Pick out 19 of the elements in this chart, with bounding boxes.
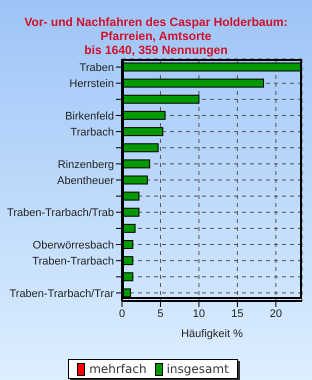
legend-label: mehrfach xyxy=(88,362,147,376)
y-tick-label: Traben-Trarbach/Trar xyxy=(9,288,114,300)
legend-label: insgesamt xyxy=(166,362,229,376)
y-tick-label: Herrstein xyxy=(69,78,114,90)
x-tick-label: 5 xyxy=(157,308,164,320)
y-tick-label: Traben xyxy=(80,62,114,74)
y-tick-label: Oberwörresbach xyxy=(32,239,114,252)
x-tick-label: 20 xyxy=(270,308,282,320)
x-tick-label: 0 xyxy=(118,308,126,320)
chart-title: Vor- und Nachfahren des Caspar Holderbaum: Pfarreien, Amtsorte bis 1640, 359 Nennungen xyxy=(23,15,289,57)
y-tick-label: Abentheuer xyxy=(57,174,114,187)
x-axis-title: Häufigkeit % xyxy=(181,328,244,340)
y-tick-label: Trarbach xyxy=(70,126,114,139)
x-tick-label: 10 xyxy=(192,308,206,320)
y-tick-label: Traben-Trarbach xyxy=(32,256,114,268)
y-tick-label: Rinzenberg xyxy=(58,158,114,171)
y-tick-label: Traben-Trarbach/Trab xyxy=(7,207,114,220)
y-tick-label: Birkenfeld xyxy=(65,110,114,122)
x-tick-label: 15 xyxy=(231,308,244,320)
